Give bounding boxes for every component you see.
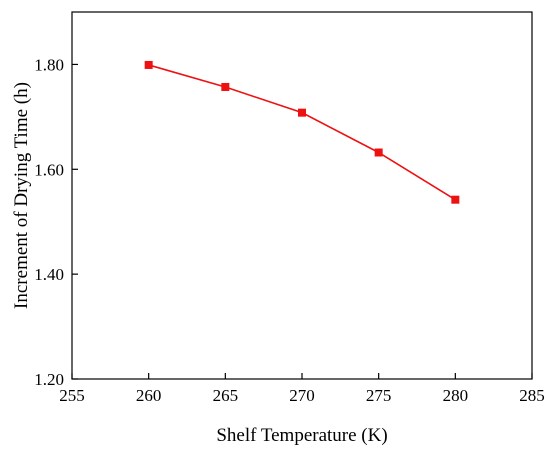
data-point [298,108,306,117]
x-tick-label: 275 [366,386,392,405]
y-tick-label: 1.60 [34,160,64,179]
x-tick-label: 255 [59,386,85,405]
y-axis-title: Increment of Drying Time (h) [11,82,32,309]
series-line [148,64,456,201]
tick-labels: 255 260 265 270 275 280 285 1.20 1.40 1.60 1.80 [34,55,545,405]
plot-frame [71,11,533,380]
y-tick-label: 1.80 [34,55,64,74]
data-point [451,195,460,204]
y-tick-label: 1.20 [34,370,64,389]
x-tick-label: 260 [136,386,162,405]
data-point [221,82,230,91]
x-tick-label: 280 [443,386,469,405]
series-layer [144,60,460,204]
data-point [144,60,153,69]
x-axis-title: Shelf Temperature (K) [216,425,387,446]
x-tick-label: 265 [213,386,239,405]
data-point [374,148,383,157]
y-tick-label: 1.40 [34,265,64,284]
x-tick-label: 270 [289,386,315,405]
x-tick-label: 285 [519,386,545,405]
